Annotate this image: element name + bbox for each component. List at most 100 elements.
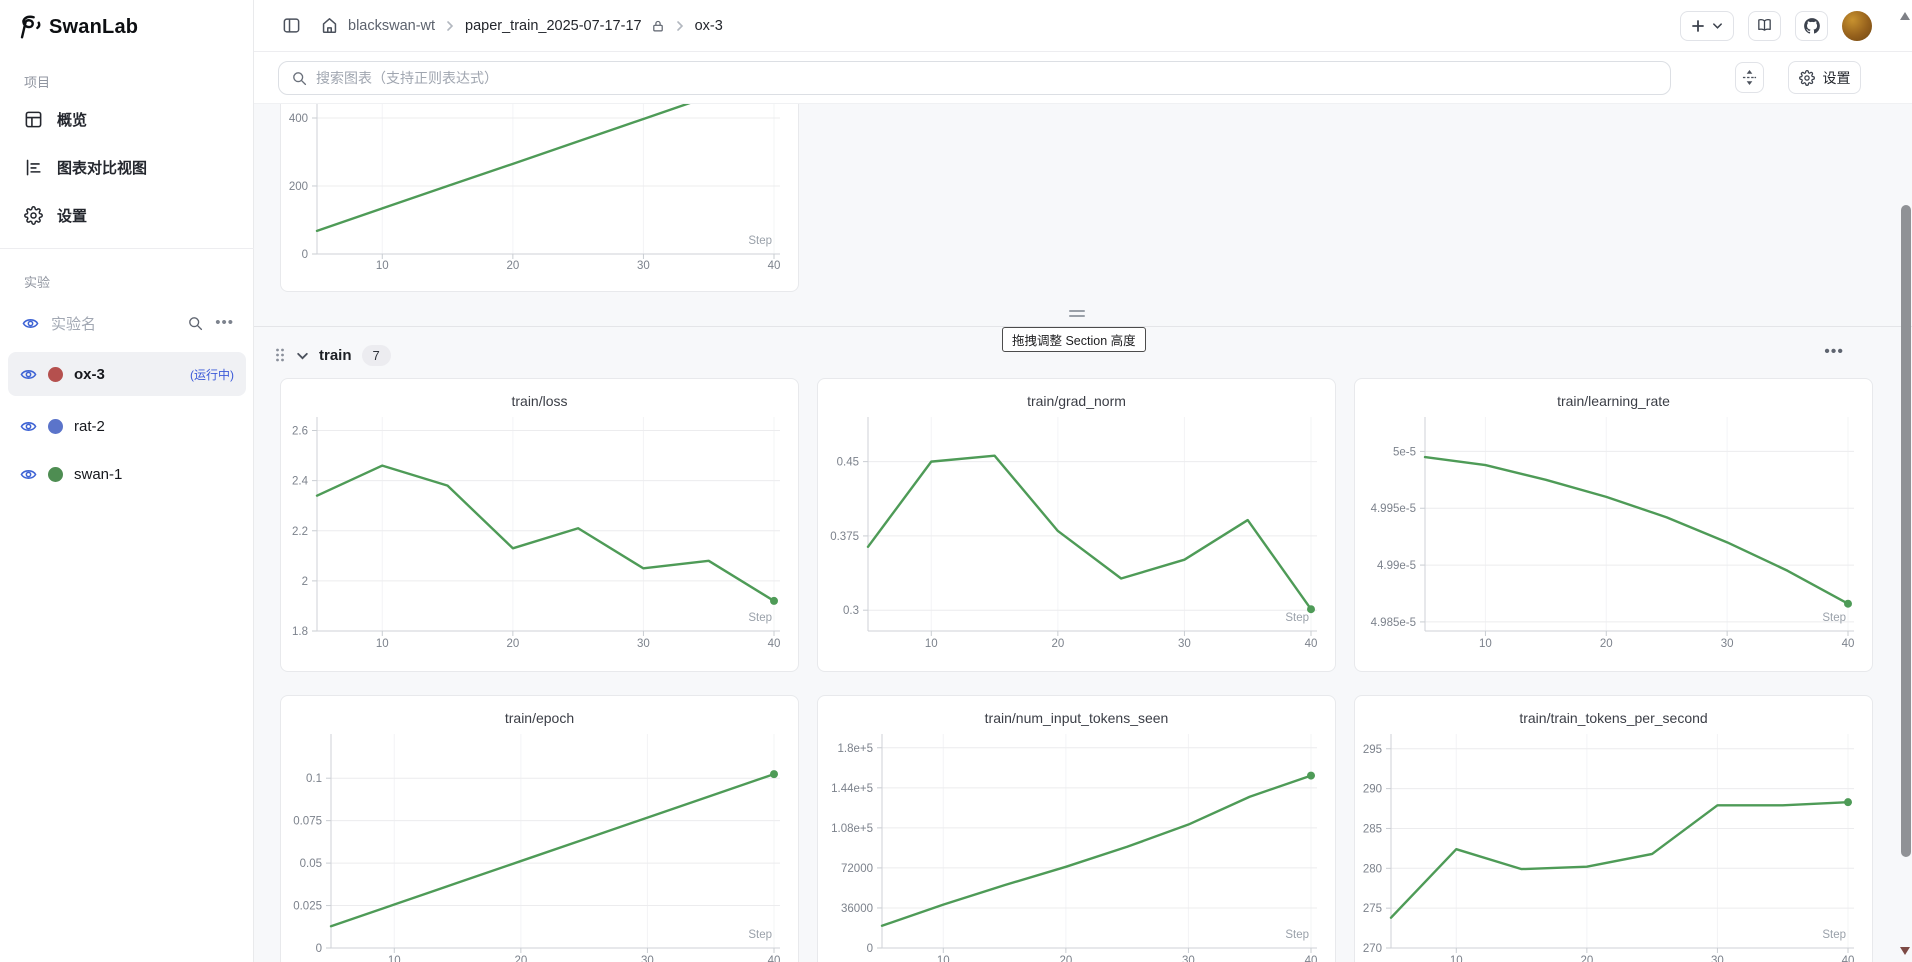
expand-vertical-icon [1742, 69, 1757, 86]
experiment-status-badge: (运行中) [190, 367, 234, 382]
sidebar-divider [0, 248, 254, 249]
svg-text:10: 10 [1479, 638, 1492, 650]
scrollbar-thumb[interactable] [1901, 205, 1911, 857]
svg-text:1.8: 1.8 [292, 626, 308, 638]
train-section-header: train 7 ••• [274, 341, 1892, 369]
sidebar-item-settings[interactable]: 设置 [14, 196, 240, 234]
experiment-color-dot [48, 466, 63, 482]
chart-title: train/loss [511, 393, 568, 409]
svg-text:0.1: 0.1 [306, 773, 322, 785]
svg-text:30: 30 [637, 260, 650, 272]
chart-card-train-loss[interactable]: train/loss 1.8 2 2.2 2.4 2.6 10 20 30 40 Step [280, 378, 799, 672]
home-button[interactable] [316, 13, 342, 39]
svg-text:20: 20 [506, 260, 519, 272]
sidebar-toggle-button[interactable] [278, 13, 304, 39]
svg-text:290: 290 [1363, 784, 1382, 796]
user-avatar[interactable] [1842, 10, 1872, 41]
swanlab-logo[interactable]: SwanLab [16, 14, 138, 40]
svg-text:2.2: 2.2 [292, 526, 308, 538]
eye-icon[interactable] [20, 418, 37, 435]
create-new-button[interactable] [1680, 10, 1734, 41]
section-menu-icon[interactable]: ••• [1824, 343, 1844, 360]
experiment-row-swan-1[interactable]: swan-1 [8, 452, 246, 496]
svg-text:0: 0 [316, 943, 322, 955]
github-icon [1803, 17, 1821, 35]
eye-icon[interactable] [20, 366, 37, 383]
svg-text:36000: 36000 [841, 903, 873, 915]
svg-text:0.025: 0.025 [293, 901, 322, 913]
line-chart: 0.3 0.375 0.45 10 20 30 40 Step [830, 417, 1318, 650]
experiment-name: ox-3 [74, 365, 105, 383]
chevron-down-icon [1712, 20, 1723, 31]
experiment-filter-label: 实验名 [51, 315, 97, 333]
svg-text:10: 10 [937, 955, 950, 962]
drag-dots-icon[interactable] [274, 347, 286, 363]
chart-card-train-train-tokens-per-second[interactable]: train/train_tokens_per_second 270 275 280 2… [1354, 695, 1873, 962]
svg-text:40: 40 [1842, 638, 1855, 650]
experiment-list-menu-icon[interactable]: ••• [215, 314, 234, 331]
svg-text:2: 2 [302, 576, 308, 588]
line-chart: 4.985e-5 4.99e-5 4.995e-5 5e-5 10 20 30 40 Step [1371, 417, 1855, 650]
svg-text:4.985e-5: 4.985e-5 [1371, 617, 1416, 629]
svg-text:Step: Step [748, 929, 772, 941]
search-icon[interactable] [187, 315, 203, 331]
chart-search-input[interactable] [316, 70, 1658, 86]
breadcrumb-workspace[interactable]: blackswan-wt [348, 17, 436, 34]
svg-text:40: 40 [1842, 955, 1855, 962]
svg-text:10: 10 [925, 638, 938, 650]
chart-card-train-learning-rate[interactable]: train/learning_rate 4.985e-5 4.99e-5 4.995… [1354, 378, 1873, 672]
scrollbar-down-arrow[interactable] [1900, 947, 1910, 955]
charts-grid: train/loss 1.8 2 2.2 2.4 2.6 10 20 30 40 Step tra… [280, 378, 1873, 962]
sidebar-item-label: 图表对比视图 [57, 159, 148, 177]
resize-tooltip: 拖拽调整 Section 高度 [1002, 327, 1146, 352]
search-icon [291, 70, 307, 86]
svg-text:Step: Step [1822, 929, 1846, 941]
sidebar: SwanLab 项目 概览 图表对比视图 [0, 0, 254, 962]
chart-compare-icon [24, 158, 43, 177]
eye-icon[interactable] [20, 466, 37, 483]
line-chart: 0 0.025 0.05 0.075 0.1 10 20 30 40 Step [293, 734, 780, 962]
svg-text:10: 10 [388, 955, 401, 962]
sidebar-item-label: 设置 [57, 207, 88, 225]
github-button[interactable] [1795, 10, 1828, 41]
svg-text:40: 40 [1305, 638, 1318, 650]
svg-text:20: 20 [514, 955, 527, 962]
experiment-row-ox-3[interactable]: ox-3 (运行中) [8, 352, 246, 396]
chart-card-train-grad-norm[interactable]: train/grad_norm 0.3 0.375 0.45 10 20 30 40 Step [817, 378, 1336, 672]
chart-card-train-epoch[interactable]: train/epoch 0 0.025 0.05 0.075 0.1 10 20 30 40 St… [280, 695, 799, 962]
breadcrumb-run[interactable]: ox-3 [694, 17, 723, 34]
experiment-color-dot [48, 366, 63, 382]
book-icon [1756, 17, 1773, 34]
section-resize-handle[interactable] [1069, 307, 1085, 320]
chart-search-box [278, 61, 1671, 95]
experiments-section-label: 实验 [24, 275, 51, 290]
chart-card-clipped[interactable]: 0 200 400 10 20 30 40 Step [280, 104, 799, 292]
scrollbar-up-arrow[interactable] [1900, 12, 1910, 20]
chart-settings-button[interactable]: 设置 [1788, 61, 1861, 94]
section-chart-count-badge: 7 [361, 344, 391, 366]
svg-text:Step: Step [1822, 612, 1846, 624]
svg-text:400: 400 [289, 113, 308, 125]
breadcrumb-project[interactable]: paper_train_2025-07-17-17 [465, 17, 642, 34]
svg-text:295: 295 [1363, 744, 1382, 756]
charts-content: 0 200 400 10 20 30 40 Step 拖拽调整 Section 高度 trai… [254, 104, 1912, 962]
chevron-down-icon[interactable] [296, 349, 309, 362]
chart-title: train/grad_norm [1027, 393, 1126, 409]
svg-text:10: 10 [1450, 955, 1463, 962]
project-section-label: 项目 [24, 75, 51, 90]
docs-button[interactable] [1748, 10, 1781, 41]
chart-title: train/epoch [504, 710, 575, 726]
svg-text:1.08e+5: 1.08e+5 [831, 823, 873, 835]
eye-icon[interactable] [22, 315, 39, 332]
svg-text:0.375: 0.375 [830, 531, 859, 543]
adjust-height-button[interactable] [1735, 62, 1764, 93]
svg-text:Step: Step [748, 612, 772, 624]
svg-text:20: 20 [1059, 955, 1072, 962]
svg-text:0: 0 [867, 943, 873, 955]
chart-card-train-num-input-tokens-seen[interactable]: train/num_input_tokens_seen 0 36000 72000 1… [817, 695, 1336, 962]
sidebar-item-overview[interactable]: 概览 [14, 100, 240, 138]
svg-text:Step: Step [1285, 612, 1309, 624]
experiment-row-rat-2[interactable]: rat-2 [8, 404, 246, 448]
sidebar-item-chart-compare[interactable]: 图表对比视图 [14, 148, 240, 186]
